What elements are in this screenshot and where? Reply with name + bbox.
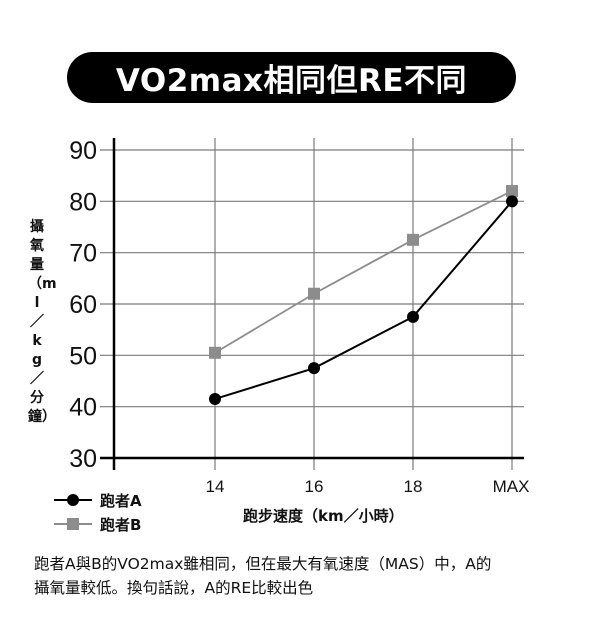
legend-label: 跑者A (100, 491, 142, 510)
x-tick-label: 18 (404, 477, 423, 496)
title-banner: VO2max相同但RE不同 (67, 52, 516, 103)
series-a-line (214, 200, 513, 400)
series-b-line (214, 190, 513, 354)
series-a-marker (308, 362, 320, 375)
series-b-marker (308, 287, 320, 300)
y-axis-label: 攝氧量（ml／kg／分鐘） (28, 219, 57, 425)
legend-label: 跑者B (100, 515, 142, 534)
series-a-marker (407, 310, 419, 323)
series-a-marker (209, 392, 221, 405)
series-b-marker (506, 185, 518, 198)
series-b-marker (407, 233, 419, 246)
circle-marker-icon (54, 494, 92, 506)
y-tick-label: 70 (69, 240, 97, 268)
y-tick-label: 80 (69, 188, 97, 216)
y-tick-label: 40 (69, 394, 97, 422)
caption: 跑者A與B的VO2max雖相同，但在最大有氧速度（MAS）中，A的 攝氧量較低。… (34, 552, 574, 600)
y-tick-label: 60 (69, 291, 97, 319)
square-marker-icon (54, 518, 92, 530)
caption-line-2: 攝氧量較低。換句話說，A的RE比較出色 (34, 579, 314, 597)
x-tick-label: MAX (493, 477, 530, 496)
legend: 跑者A 跑者B (54, 488, 142, 536)
legend-item-runner-b: 跑者B (54, 512, 142, 536)
x-tick-label: 14 (206, 477, 225, 496)
y-tick-label: 30 (69, 445, 97, 473)
chart-title: VO2max相同但RE不同 (115, 63, 468, 99)
x-axis-label: 跑步速度（km／小時） (243, 507, 404, 525)
caption-line-1: 跑者A與B的VO2max雖相同，但在最大有氧速度（MAS）中，A的 (34, 555, 492, 573)
series-b-marker (209, 346, 221, 359)
y-tick-label: 50 (69, 342, 97, 370)
legend-item-runner-a: 跑者A (54, 488, 142, 512)
y-tick-label: 90 (69, 137, 97, 165)
series-a-marker (506, 195, 518, 208)
x-tick-label: 16 (305, 477, 324, 496)
